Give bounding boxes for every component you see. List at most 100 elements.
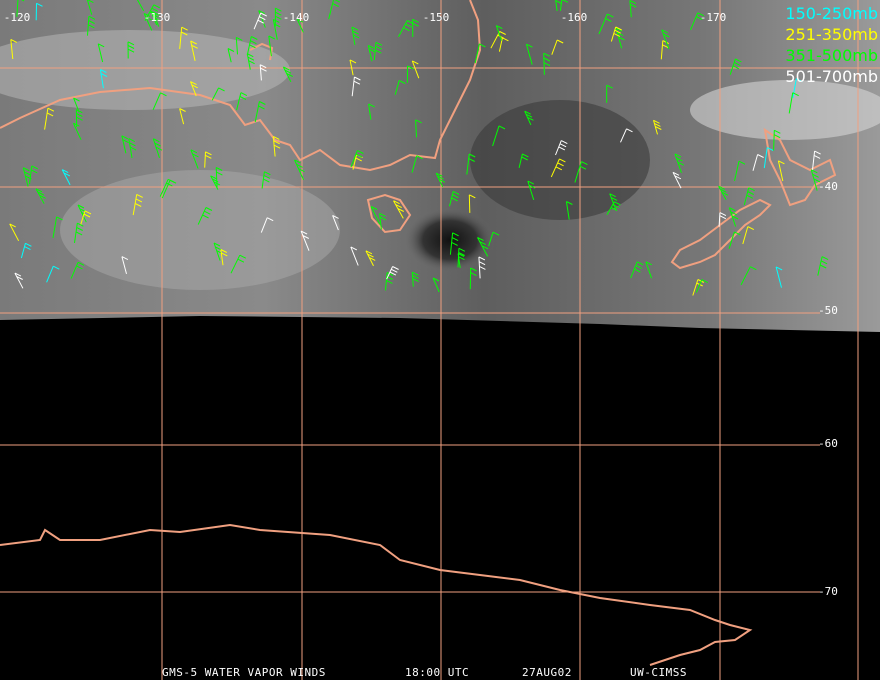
wind-barb: [61, 169, 71, 186]
wind-barb: [14, 272, 24, 289]
coastline: [0, 0, 482, 172]
wind-barb: [492, 125, 506, 147]
latitude-label: -70: [818, 585, 838, 598]
wind-barb: [734, 160, 746, 182]
wind-barb: [211, 87, 225, 101]
latitude-label: -50: [818, 304, 838, 317]
footer-text: UW-CIMSS: [630, 666, 687, 679]
wind-barb: [136, 0, 145, 12]
wind-barb: [550, 158, 566, 178]
latitude-label: -40: [818, 180, 838, 193]
longitude-label: -120: [4, 11, 31, 24]
wind-barb: [230, 254, 247, 274]
wind-barb: [718, 185, 729, 201]
wind-barb: [411, 155, 423, 173]
tasmania: [366, 193, 412, 234]
wind-barb: [811, 150, 821, 171]
footer-text: 27AUG02: [522, 666, 572, 679]
wind-barb: [46, 265, 60, 283]
wind-barb: [674, 153, 685, 173]
wind-barb: [690, 12, 705, 31]
wind-barb: [190, 81, 198, 97]
wind-barb: [435, 172, 446, 188]
wind-barb: [213, 242, 223, 261]
wind-barb: [179, 108, 186, 125]
wind-barb: [386, 266, 399, 280]
longitude-label: -170: [700, 11, 727, 24]
wind-barb: [272, 135, 281, 157]
wind-barb: [204, 151, 212, 168]
wind-barb: [525, 43, 533, 65]
wind-barb: [527, 180, 536, 201]
wind-barb: [524, 110, 534, 126]
wind-barb: [477, 237, 489, 257]
wind-barb: [728, 207, 739, 227]
wind-barb: [672, 171, 682, 189]
wind-barb: [282, 66, 293, 83]
wind-barb: [74, 222, 84, 243]
wind-barb: [474, 43, 486, 64]
antarctica-coast: [0, 523, 753, 666]
legend-entry: 150-250mb: [785, 4, 878, 23]
wind-barb: [179, 26, 188, 49]
wind-barb: [86, 0, 94, 15]
wind-barb: [197, 207, 213, 225]
latitude-label: -60: [818, 437, 838, 450]
wind-barb: [449, 232, 459, 255]
wind-barb: [127, 41, 135, 59]
wind-barb: [773, 129, 781, 151]
wind-barb: [72, 122, 82, 140]
wind-barb: [620, 128, 633, 143]
wind-barb: [810, 169, 821, 191]
wind-barb: [52, 216, 63, 238]
wind-barb: [729, 58, 742, 75]
wind-barb: [385, 272, 394, 291]
longitude-label: -160: [561, 11, 588, 24]
wind-barb: [718, 212, 727, 227]
wind-barb: [610, 26, 622, 42]
wind-barb: [653, 119, 662, 135]
wind-barb: [457, 247, 466, 268]
wind-barb: [351, 26, 360, 45]
wind-barb: [432, 277, 440, 293]
wind-barb: [752, 154, 764, 171]
wind-barb: [143, 12, 153, 31]
longitude-label: -140: [283, 11, 310, 24]
wind-barb: [121, 256, 129, 275]
wind-barb: [742, 226, 755, 245]
wind-barb: [350, 150, 364, 168]
wind-barb: [351, 76, 361, 97]
wind-barb: [368, 103, 375, 120]
wind-barb: [574, 161, 588, 183]
wind-barb: [488, 231, 500, 247]
wind-barb: [44, 107, 55, 130]
wind-barb: [35, 188, 46, 204]
wind-barb: [274, 7, 282, 27]
wind-barb: [152, 11, 160, 27]
wind-barb: [246, 36, 258, 56]
wind-barb: [349, 59, 357, 76]
wind-barb: [235, 36, 243, 55]
wind-barb: [259, 64, 267, 81]
latitude-labels: -40 -50 -60 -70: [818, 180, 838, 598]
cloud: [690, 80, 880, 140]
wind-barb: [629, 0, 637, 18]
wind-barb: [777, 160, 785, 182]
wind-barb: [296, 18, 304, 33]
wind-barb: [394, 80, 406, 95]
wind-barb: [99, 69, 108, 89]
wind-barb: [468, 194, 476, 213]
wind-barb: [35, 2, 43, 21]
wind-barb: [190, 149, 199, 169]
wind-barb: [406, 65, 414, 83]
wind-barb: [817, 256, 829, 276]
wind-barb: [87, 15, 96, 36]
wind-barb: [518, 153, 529, 169]
vortex: [405, 208, 495, 272]
wind-barb: [16, 0, 25, 17]
wind-barb: [246, 53, 255, 70]
wind-barb: [660, 40, 670, 60]
wind-barb: [555, 0, 562, 11]
wind-barb: [609, 193, 618, 211]
